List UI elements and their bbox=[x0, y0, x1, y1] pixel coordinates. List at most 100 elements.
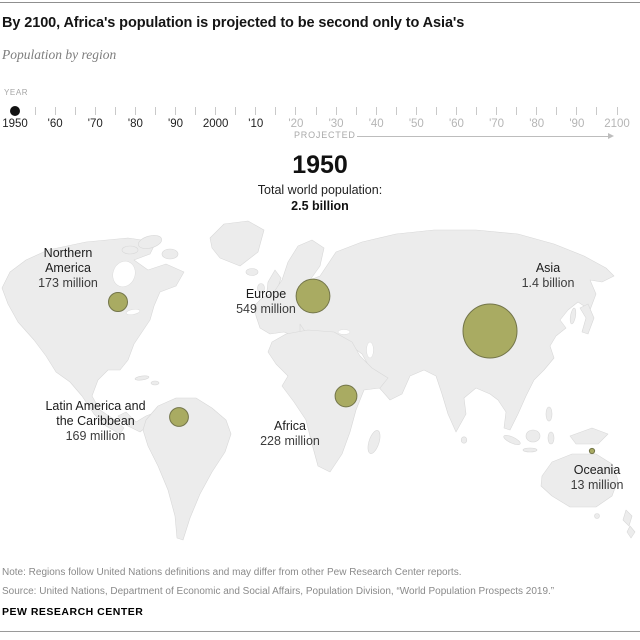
timeline-tick bbox=[34, 107, 36, 115]
timeline-tick bbox=[476, 107, 478, 115]
landmass-java bbox=[522, 447, 538, 453]
timeline-tick bbox=[295, 107, 297, 115]
year-label-70: '70 bbox=[87, 118, 103, 130]
timeline-tick bbox=[154, 107, 156, 115]
bubble-asia bbox=[462, 303, 518, 359]
timeline-tick bbox=[536, 107, 538, 115]
region-value: 549 million bbox=[236, 302, 296, 316]
timeline-tick bbox=[616, 107, 618, 115]
landmass-japan bbox=[579, 303, 595, 335]
region-value: 13 million bbox=[570, 478, 624, 492]
chart-subtitle: Population by region bbox=[2, 47, 117, 62]
region-value: 228 million bbox=[260, 434, 320, 448]
region-name: Asia bbox=[535, 261, 561, 275]
bubble-europe bbox=[295, 278, 331, 314]
timeline-tick bbox=[435, 107, 437, 115]
timeline-tick bbox=[395, 107, 397, 115]
region-label-oceania: Oceania 13 million bbox=[552, 463, 640, 493]
region-value: 169 million bbox=[65, 429, 126, 443]
projected-arrow-line bbox=[357, 136, 609, 137]
chart-title: By 2100, Africa's population is projecte… bbox=[2, 15, 465, 31]
timeline-axis-label: YEAR bbox=[4, 88, 29, 97]
timeline-tick bbox=[596, 107, 598, 115]
bubble-africa bbox=[334, 384, 358, 408]
timeline-tick bbox=[94, 107, 96, 115]
great-lakes bbox=[125, 309, 141, 315]
total-population-value: 2.5 billion bbox=[291, 199, 349, 213]
projected-label: PROJECTED bbox=[294, 130, 356, 140]
region-name: Europe bbox=[245, 287, 287, 301]
landmasses bbox=[1, 220, 636, 541]
year-label-90: '90 bbox=[168, 118, 184, 130]
timeline-tick bbox=[195, 107, 197, 115]
timeline-tick bbox=[355, 107, 357, 115]
timeline-tick bbox=[54, 107, 56, 115]
timeline-tick bbox=[175, 107, 177, 115]
timeline-track[interactable] bbox=[0, 103, 632, 121]
timeline-tick bbox=[235, 107, 237, 115]
timeline-tick bbox=[114, 107, 116, 115]
caspian-sea bbox=[366, 341, 374, 359]
timeline-tick bbox=[134, 107, 136, 115]
year-label-80: '80 bbox=[127, 118, 143, 130]
landmass-sulawesi bbox=[547, 431, 555, 445]
projected-arrowhead-icon bbox=[608, 133, 614, 139]
region-value: 1.4 billion bbox=[521, 276, 575, 290]
timeline-tick bbox=[496, 107, 498, 115]
timeline-tick bbox=[275, 107, 277, 115]
year-label-10: '10 bbox=[248, 118, 264, 130]
bubble-northern-america bbox=[108, 292, 128, 312]
landmass-philippines bbox=[545, 406, 553, 422]
timeline-tick bbox=[255, 107, 257, 115]
landmass-sumatra bbox=[503, 435, 521, 445]
year-label-70: '70 bbox=[489, 118, 505, 130]
landmass-iceland bbox=[245, 268, 259, 276]
bubble-latin-america bbox=[169, 407, 189, 427]
bubble-oceania bbox=[588, 447, 596, 455]
timeline-tick bbox=[556, 107, 558, 115]
timeline-tick bbox=[215, 107, 217, 115]
year-label-2100: 2100 bbox=[604, 118, 630, 130]
landmass-arctic-island-1 bbox=[138, 235, 162, 249]
timeline-tick bbox=[375, 107, 377, 115]
landmass-madagascar bbox=[367, 430, 381, 454]
region-label-northern-america: Northern America 173 million bbox=[28, 246, 108, 291]
timeline-slider-handle[interactable] bbox=[10, 106, 20, 116]
population-bubbles bbox=[108, 278, 596, 455]
bottom-rule bbox=[0, 631, 640, 632]
region-label-europe: Europe 549 million bbox=[221, 287, 311, 317]
landmass-south-america bbox=[142, 397, 232, 541]
year-label-80: '80 bbox=[529, 118, 545, 130]
black-sea bbox=[337, 329, 351, 335]
landmass-hispaniola bbox=[150, 380, 160, 386]
region-value: 173 million bbox=[38, 276, 98, 290]
timeline-year-labels: 1950 '60 '70 '80 '90 2000 '10 '20 '30 '40 '50 '60 '7… bbox=[0, 118, 640, 132]
top-rule bbox=[0, 2, 640, 3]
region-name: Northern America bbox=[43, 246, 93, 275]
region-label-africa: Africa 228 million bbox=[245, 419, 335, 449]
landmass-sri-lanka bbox=[460, 436, 468, 444]
year-label-60: '60 bbox=[47, 118, 63, 130]
brand-label: PEW RESEARCH CENTER bbox=[2, 606, 144, 618]
year-label-1950: 1950 bbox=[2, 118, 28, 130]
timeline-tick bbox=[516, 107, 518, 115]
landmass-tasmania bbox=[594, 513, 600, 519]
timeline-tick bbox=[315, 107, 317, 115]
year-label-50: '50 bbox=[408, 118, 424, 130]
landmass-sakhalin bbox=[569, 307, 577, 325]
year-label-20: '20 bbox=[288, 118, 304, 130]
timeline-tick bbox=[415, 107, 417, 115]
year-label-2000: 2000 bbox=[202, 118, 229, 130]
region-name: Oceania bbox=[573, 463, 621, 477]
landmass-new-guinea bbox=[569, 427, 609, 445]
region-label-asia: Asia 1.4 billion bbox=[503, 261, 593, 291]
landmass-arctic-island-2 bbox=[161, 248, 179, 260]
region-name: Africa bbox=[274, 419, 306, 433]
landmass-new-zealand-north bbox=[622, 509, 633, 527]
world-map bbox=[1, 220, 636, 541]
current-year-display: 1950 bbox=[292, 151, 348, 179]
year-label-60: '60 bbox=[448, 118, 464, 130]
landmass-ireland bbox=[257, 283, 265, 293]
landmass-borneo bbox=[525, 429, 541, 443]
